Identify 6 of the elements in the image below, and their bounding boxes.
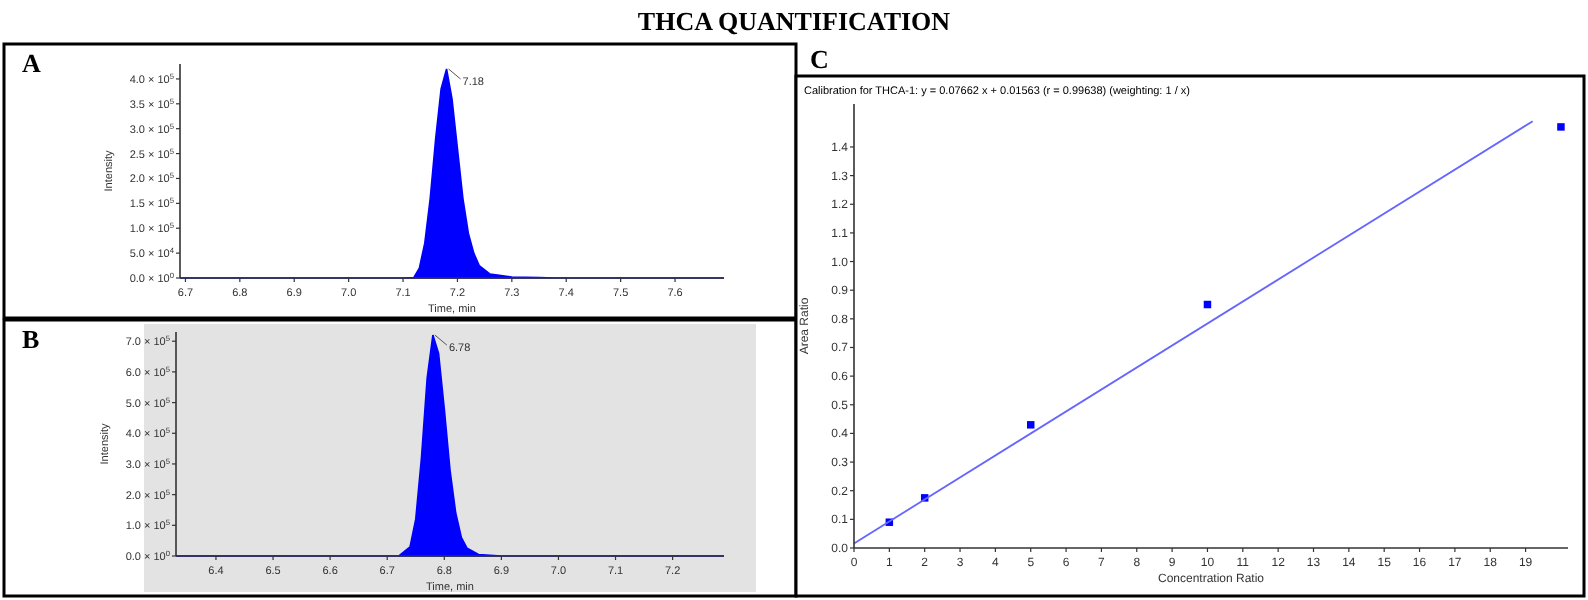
point xyxy=(1557,123,1565,131)
text: THCA QUANTIFICATION xyxy=(637,6,952,36)
text: B xyxy=(22,324,40,354)
text: A xyxy=(22,48,42,78)
text: C xyxy=(810,44,829,74)
point xyxy=(1026,421,1035,429)
